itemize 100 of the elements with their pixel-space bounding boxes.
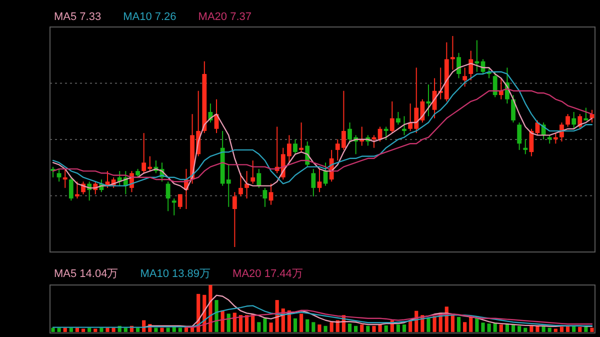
bar [136, 328, 140, 332]
bar [324, 326, 328, 332]
bar [318, 324, 322, 332]
candlestick [492, 71, 498, 98]
candlestick [62, 168, 68, 188]
bar [354, 326, 358, 332]
candlestick [75, 181, 80, 199]
bar [214, 300, 218, 332]
candlestick [317, 168, 322, 193]
bar [584, 326, 588, 332]
bar [238, 315, 243, 332]
bar [511, 324, 516, 332]
candlestick [299, 122, 304, 153]
candlestick [68, 176, 74, 202]
bar [106, 328, 110, 332]
candlestick [560, 122, 564, 142]
bar [499, 324, 503, 332]
bar [112, 328, 116, 332]
candlestick [566, 114, 570, 128]
candlestick [250, 160, 256, 184]
bar [251, 314, 255, 332]
bar [94, 328, 98, 332]
bar [463, 322, 467, 332]
bar [81, 328, 86, 332]
bar [63, 328, 67, 332]
bar [300, 314, 304, 332]
text: MA5 7.33 [54, 11, 102, 23]
bar [348, 324, 352, 332]
bar [426, 318, 430, 332]
bar [178, 328, 182, 332]
candlestick [166, 181, 170, 212]
candlestick [468, 50, 474, 81]
bar [378, 324, 382, 332]
bar [226, 314, 230, 332]
candlestick [396, 111, 400, 126]
bar [88, 328, 92, 332]
candlestick [56, 168, 62, 182]
bar [69, 328, 73, 332]
bar [306, 319, 310, 332]
bar [456, 316, 461, 332]
bar [554, 328, 558, 332]
candlestick [402, 116, 406, 136]
candlestick [572, 111, 576, 130]
bar [481, 322, 485, 332]
bar [372, 326, 376, 332]
bar [518, 326, 522, 332]
candlestick [529, 128, 534, 157]
bar [330, 322, 334, 332]
bar [524, 328, 528, 332]
candlestick [172, 198, 176, 216]
bar [312, 322, 316, 332]
candlestick [450, 36, 455, 70]
bar [384, 325, 388, 332]
candlestick [256, 168, 262, 188]
bar [263, 318, 267, 332]
bar [75, 328, 80, 332]
candlestick [390, 100, 394, 134]
bar [166, 328, 170, 332]
bar [154, 328, 158, 332]
bar [402, 324, 406, 332]
candlestick [311, 168, 316, 197]
candlestick [238, 172, 243, 197]
candlestick [456, 52, 461, 79]
bar [560, 326, 564, 332]
bar [160, 328, 164, 332]
bar [396, 324, 400, 332]
bar [432, 316, 436, 332]
candlestick [474, 40, 480, 72]
candlestick [462, 67, 468, 88]
candlestick [511, 94, 516, 124]
candlestick [517, 122, 522, 150]
text: MA10 13.89万 [140, 268, 211, 280]
bar [245, 315, 249, 332]
bar [232, 312, 236, 332]
text: MA10 7.26 [123, 11, 176, 23]
candlestick [244, 170, 249, 199]
text: MA20 17.44万 [232, 268, 303, 280]
candlestick [232, 192, 237, 248]
candlestick [584, 107, 588, 121]
bar [57, 328, 61, 332]
candlestick [384, 126, 388, 140]
candlestick [178, 194, 182, 210]
bar [487, 324, 491, 332]
bar [51, 328, 55, 332]
bar [257, 322, 261, 332]
text: MA5 14.04万 [54, 268, 118, 280]
bar [124, 328, 128, 332]
bar [578, 326, 582, 332]
bar [590, 328, 594, 332]
bar [100, 328, 104, 332]
candlestick [523, 138, 528, 155]
bar [360, 324, 364, 332]
candlestick [293, 138, 298, 155]
candlestick [262, 187, 268, 208]
text: MA20 7.37 [198, 11, 252, 23]
candlestick [268, 183, 274, 206]
bar [548, 328, 552, 332]
bar [293, 318, 298, 332]
bar [269, 322, 273, 332]
candlestick [553, 132, 558, 144]
